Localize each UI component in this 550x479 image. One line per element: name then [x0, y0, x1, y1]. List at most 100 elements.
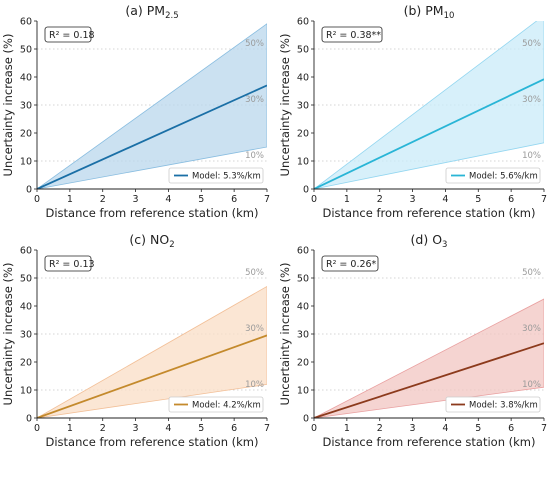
- x-axis-label: Distance from reference station (km): [46, 206, 259, 220]
- y-tick-label: 0: [303, 414, 309, 425]
- uncertainty-band: [37, 23, 267, 189]
- reference-label-30: 30%: [522, 324, 541, 334]
- y-tick-label: 20: [297, 358, 309, 369]
- model-line: [37, 84, 267, 189]
- reference-label-10: 10%: [245, 151, 264, 161]
- r2-box: R² = 0.13: [44, 255, 95, 272]
- x-axis-label: Distance from reference station (km): [323, 206, 536, 220]
- plot-area: [37, 23, 267, 189]
- chart-panel-a: 50% 30% 10% 0 1 2 3 4 5 6 7 0 10 20 30 40 50 60 Distance f…: [1, 3, 270, 220]
- reference-label-30: 30%: [245, 324, 264, 334]
- x-tick-label: 3: [410, 423, 416, 434]
- chart-panel-b: 50% 30% 10% 0 1 2 3 4 5 6 7 0 10 20 30 40 50 60 Distance f…: [278, 3, 547, 220]
- reference-label-10: 10%: [522, 151, 541, 161]
- r2-label: R² = 0.18: [49, 30, 95, 41]
- panel-title: (d) O3: [411, 232, 448, 250]
- y-tick-label: 10: [20, 157, 32, 168]
- legend-frame: [168, 167, 264, 184]
- y-axis-label: Uncertainty increase (%): [1, 263, 15, 406]
- y-axis-label: Uncertainty increase (%): [278, 34, 292, 177]
- y-tick-label: 40: [20, 302, 32, 313]
- r2-box: R² = 0.18: [44, 26, 95, 43]
- legend-label: Model: 5.3%/km: [192, 172, 261, 182]
- reference-label-50: 50%: [245, 268, 264, 278]
- y-tick-label: 30: [20, 330, 32, 341]
- x-tick-label: 2: [100, 423, 106, 434]
- panel-title: (a) PM2.5: [125, 3, 178, 21]
- x-axis-label: Distance from reference station (km): [323, 435, 536, 449]
- chart-panel-c: 50% 30% 10% 0 1 2 3 4 5 6 7 0 10 20 30 40 50 60 Distance f…: [1, 232, 270, 449]
- x-tick-label: 1: [67, 194, 73, 205]
- y-tick-label: 50: [297, 45, 309, 56]
- y-tick-label: 30: [20, 101, 32, 112]
- y-tick-label: 40: [297, 73, 309, 84]
- x-tick-label: 3: [133, 194, 139, 205]
- legend: Model: 5.6%/km: [445, 167, 541, 184]
- x-tick-label: 3: [133, 423, 139, 434]
- y-tick-label: 0: [303, 185, 309, 196]
- x-tick-label: 2: [100, 194, 106, 205]
- reference-label-50: 50%: [522, 39, 541, 49]
- y-tick-label: 0: [26, 185, 32, 196]
- x-tick-label: 4: [165, 423, 171, 434]
- model-line: [314, 78, 544, 189]
- model-line: [314, 342, 544, 418]
- x-tick-label: 6: [508, 194, 514, 205]
- uncertainty-band: [314, 298, 544, 418]
- x-tick-label: 0: [311, 194, 317, 205]
- reference-label-50: 50%: [245, 39, 264, 49]
- reference-label-10: 10%: [522, 380, 541, 390]
- y-tick-label: 50: [297, 274, 309, 285]
- x-tick-label: 4: [442, 194, 448, 205]
- x-tick-label: 6: [231, 423, 237, 434]
- y-tick-label: 50: [20, 45, 32, 56]
- r2-label: R² = 0.13: [49, 259, 95, 270]
- x-tick-label: 7: [264, 194, 270, 205]
- x-tick-label: 5: [198, 194, 204, 205]
- x-tick-label: 6: [231, 194, 237, 205]
- x-tick-label: 2: [377, 423, 383, 434]
- y-axis-label: Uncertainty increase (%): [278, 263, 292, 406]
- x-tick-label: 7: [264, 423, 270, 434]
- panel-title: (b) PM10: [404, 3, 455, 21]
- plot-area: [314, 277, 544, 418]
- plot-area: [37, 277, 267, 418]
- y-tick-label: 60: [297, 246, 309, 257]
- legend: Model: 4.2%/km: [168, 396, 264, 413]
- x-tick-label: 2: [377, 194, 383, 205]
- legend-label: Model: 5.6%/km: [469, 172, 538, 182]
- y-tick-label: 60: [20, 17, 32, 28]
- x-tick-label: 1: [344, 423, 350, 434]
- reference-label-10: 10%: [245, 380, 264, 390]
- model-line: [37, 334, 267, 418]
- reference-label-30: 30%: [245, 95, 264, 105]
- reference-label-30: 30%: [522, 95, 541, 105]
- x-tick-label: 4: [165, 194, 171, 205]
- x-tick-label: 5: [475, 423, 481, 434]
- y-tick-label: 20: [297, 129, 309, 140]
- y-tick-label: 30: [297, 330, 309, 341]
- chart-panel-d: 50% 30% 10% 0 1 2 3 4 5 6 7 0 10 20 30 40 50 60 Distance f…: [278, 232, 547, 449]
- y-tick-label: 10: [20, 386, 32, 397]
- y-tick-label: 60: [20, 246, 32, 257]
- y-tick-label: 60: [297, 17, 309, 28]
- y-tick-label: 10: [297, 157, 309, 168]
- x-tick-label: 0: [34, 194, 40, 205]
- x-tick-label: 0: [311, 423, 317, 434]
- legend: Model: 3.8%/km: [445, 396, 541, 413]
- y-tick-label: 40: [297, 302, 309, 313]
- y-axis-label: Uncertainty increase (%): [1, 34, 15, 177]
- legend: Model: 5.3%/km: [168, 167, 264, 184]
- legend-label: Model: 3.8%/km: [469, 401, 538, 411]
- x-tick-label: 5: [475, 194, 481, 205]
- uncertainty-band: [314, 21, 544, 189]
- x-tick-label: 1: [344, 194, 350, 205]
- legend-frame: [168, 396, 264, 413]
- legend-label: Model: 4.2%/km: [192, 401, 261, 411]
- plot-area: [314, 21, 544, 189]
- y-tick-label: 50: [20, 274, 32, 285]
- x-axis-label: Distance from reference station (km): [46, 435, 259, 449]
- x-tick-label: 0: [34, 423, 40, 434]
- reference-label-50: 50%: [522, 268, 541, 278]
